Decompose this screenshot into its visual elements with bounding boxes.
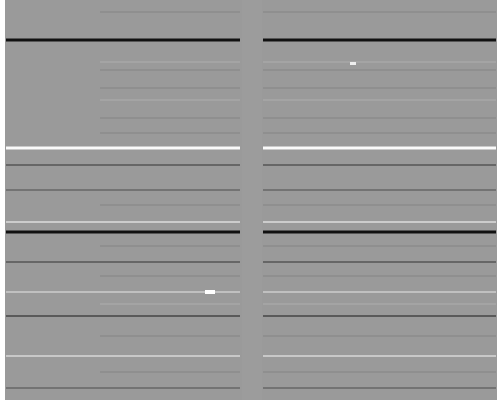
page (0, 0, 497, 400)
image (0, 0, 497, 400)
bright-spot (350, 62, 356, 65)
center-gap (242, 0, 262, 400)
bright-spot (205, 290, 215, 294)
